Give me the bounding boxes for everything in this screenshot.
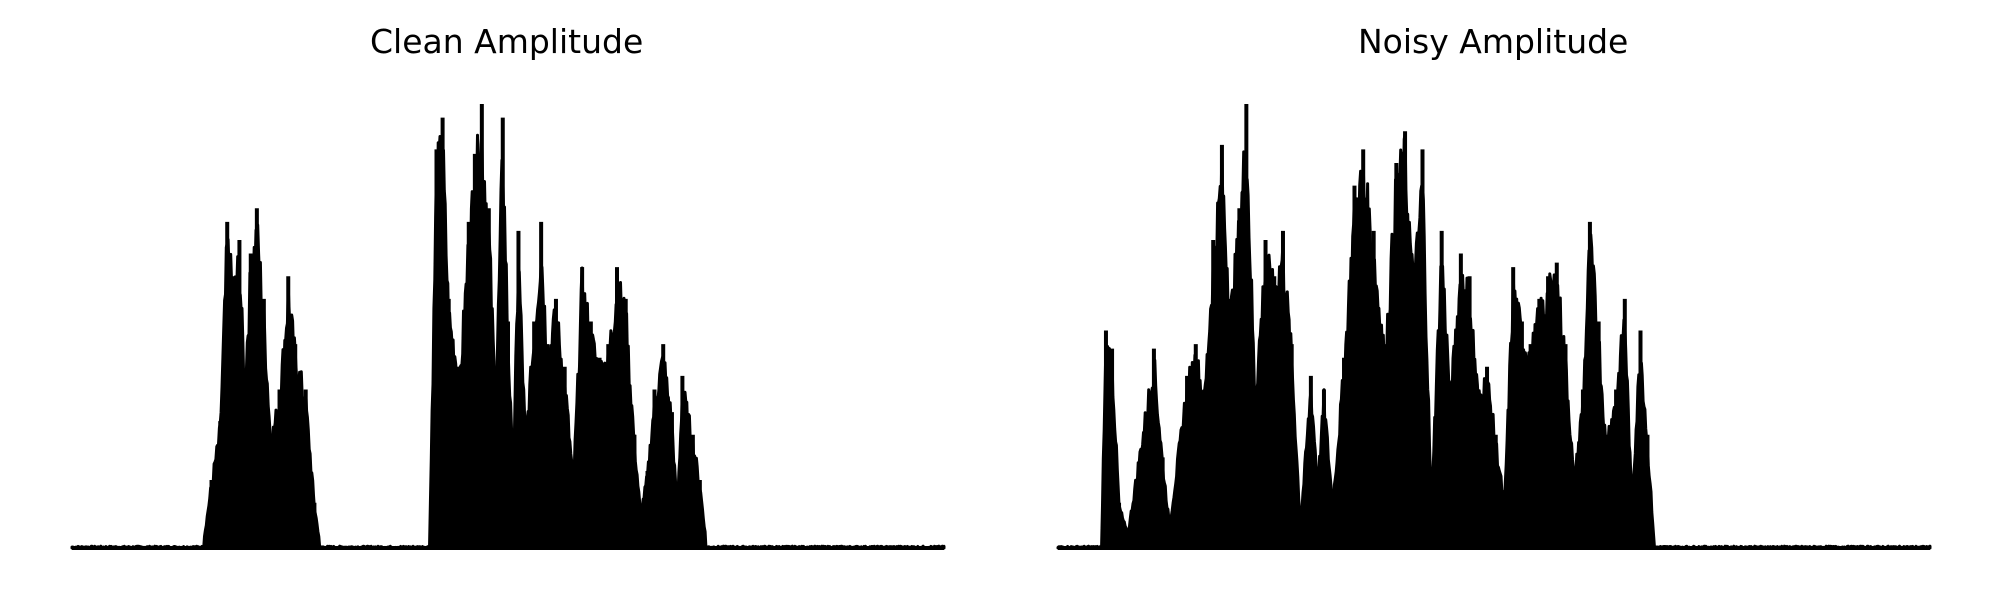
clean-amplitude-plot [70, 104, 946, 550]
noisy-amplitude-plot [1056, 104, 1932, 550]
chart-title-noisy: Noisy Amplitude [1358, 22, 1629, 61]
clean-amplitude-panel: Clean Amplitude [70, 22, 946, 550]
noisy-amplitude-panel: Noisy Amplitude [1000, 0, 2000, 600]
chart-title-clean: Clean Amplitude [370, 22, 644, 61]
